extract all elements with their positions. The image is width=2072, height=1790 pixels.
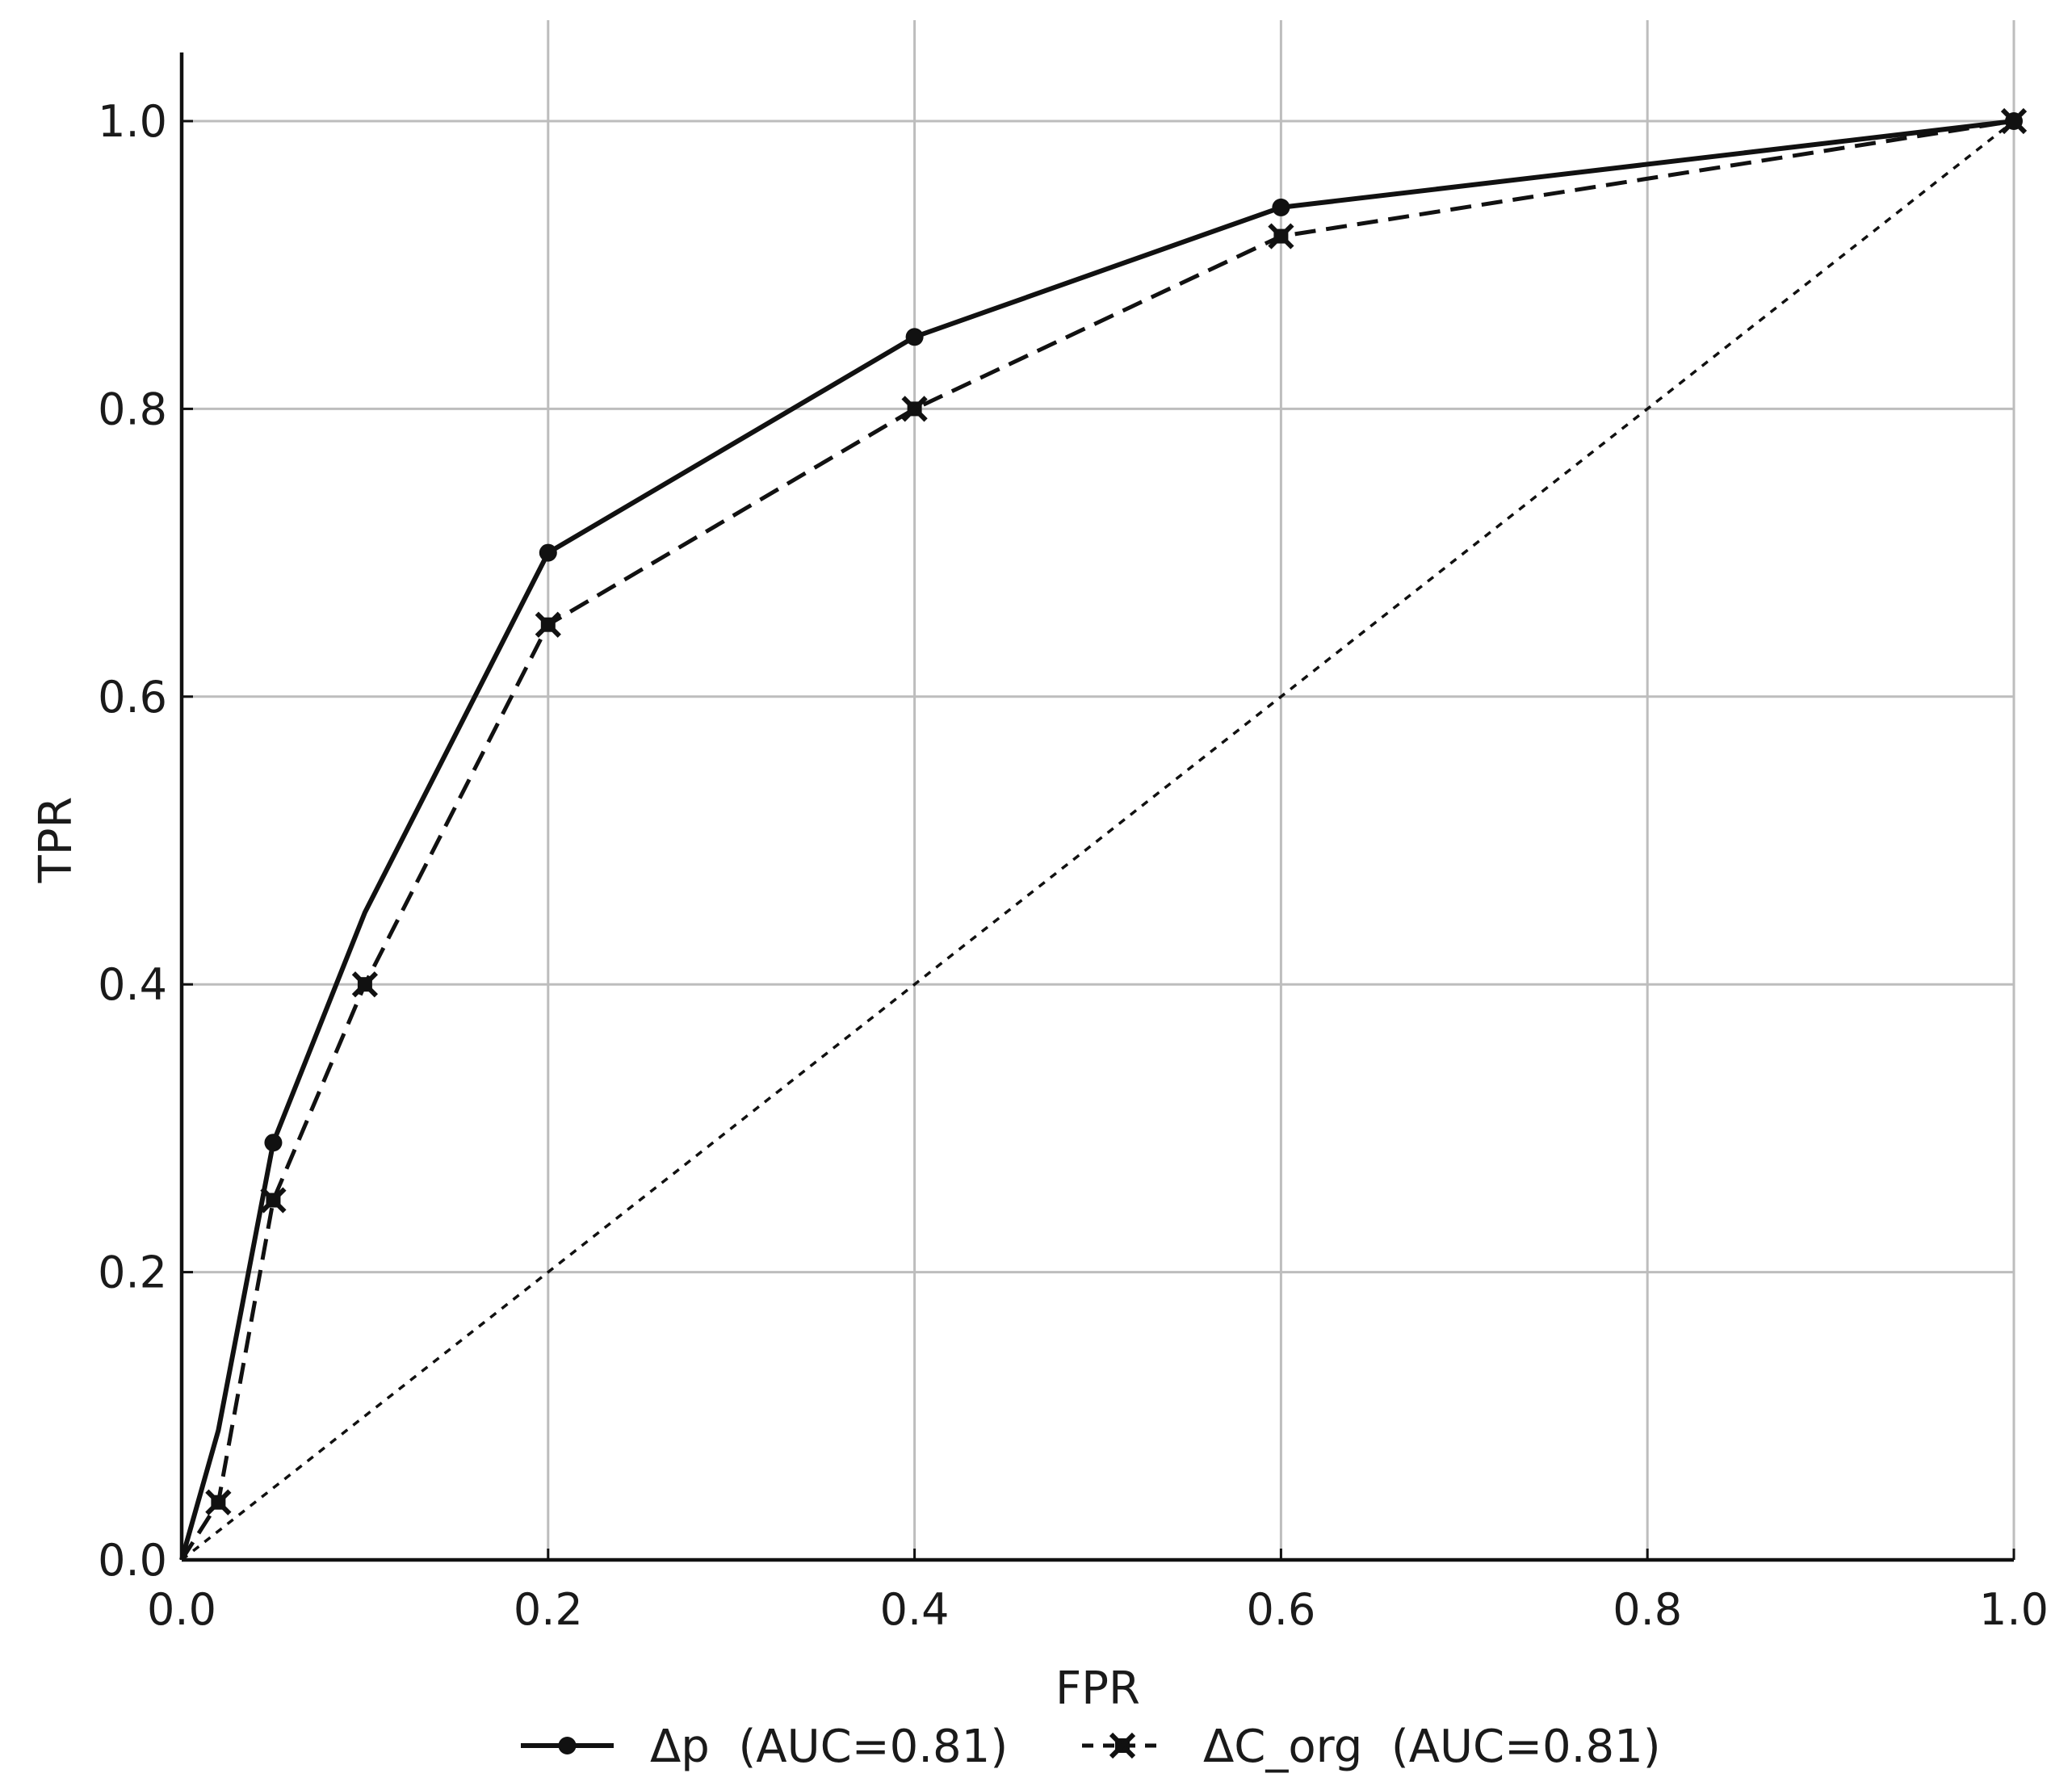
- y-tick-label: 0.6: [98, 672, 167, 723]
- series-line: [179, 119, 2015, 1562]
- marker-stroke: [1109, 1732, 1136, 1759]
- y-axis-label: TPR: [30, 797, 82, 884]
- data-point: [260, 1187, 287, 1214]
- series-delta-c-org: [179, 107, 2028, 1562]
- data-point: [905, 328, 924, 346]
- marker-stroke: [1268, 223, 1294, 249]
- x-axis-label: FPR: [1055, 1662, 1140, 1715]
- legend-item: Δp (AUC=0.81): [521, 1721, 1008, 1773]
- marker-stroke: [260, 1187, 287, 1214]
- legend-label: ΔC_org (AUC=0.81): [1203, 1721, 1661, 1773]
- legend-marker: [558, 1737, 577, 1754]
- legend-marker: [1109, 1732, 1136, 1759]
- grid-lines: [182, 20, 2015, 1560]
- x-tick-label: 0.0: [147, 1584, 216, 1635]
- y-tick-label: 0.0: [98, 1535, 167, 1586]
- tick-labels: 0.0 0.2 0.4 0.6 0.8 1.0 0.0 0.2 0.4 0.6 0.8 1.0: [98, 96, 2049, 1635]
- data-point: [264, 1134, 283, 1152]
- x-tick-label: 0.2: [514, 1584, 583, 1635]
- data-point: [901, 396, 928, 422]
- marker-stroke: [205, 1489, 232, 1515]
- x-tick-label: 0.4: [880, 1584, 950, 1635]
- y-tick-label: 0.8: [98, 384, 167, 434]
- data-point: [2000, 107, 2028, 135]
- legend: Δp (AUC=0.81) ΔC_org (AUC=0.81): [521, 1721, 1661, 1773]
- data-point: [1268, 223, 1294, 249]
- x-tick-label: 0.6: [1246, 1584, 1315, 1635]
- y-tick-label: 0.2: [98, 1247, 167, 1298]
- data-point: [535, 611, 561, 638]
- x-tick-label: 0.8: [1613, 1584, 1682, 1635]
- marker-stroke: [901, 396, 928, 422]
- marker-stroke: [535, 611, 561, 638]
- data-point: [1272, 198, 1290, 216]
- series-line: [179, 119, 2015, 1561]
- series-layer: [179, 107, 2028, 1562]
- marker-stroke: [2000, 107, 2028, 135]
- data-point: [539, 543, 557, 562]
- y-tick-label: 0.4: [98, 959, 167, 1010]
- reference-diagonal-line: [180, 119, 2015, 1562]
- legend-item: ΔC_org (AUC=0.81): [1082, 1721, 1661, 1773]
- data-point: [351, 971, 379, 998]
- legend-label: Δp (AUC=0.81): [650, 1721, 1008, 1773]
- data-point: [205, 1489, 232, 1515]
- x-tick-label: 1.0: [1979, 1584, 2049, 1635]
- y-tick-label: 1.0: [98, 96, 167, 147]
- axes: [179, 52, 2015, 1562]
- reference-diagonal: [180, 119, 2015, 1562]
- marker-stroke: [351, 971, 379, 998]
